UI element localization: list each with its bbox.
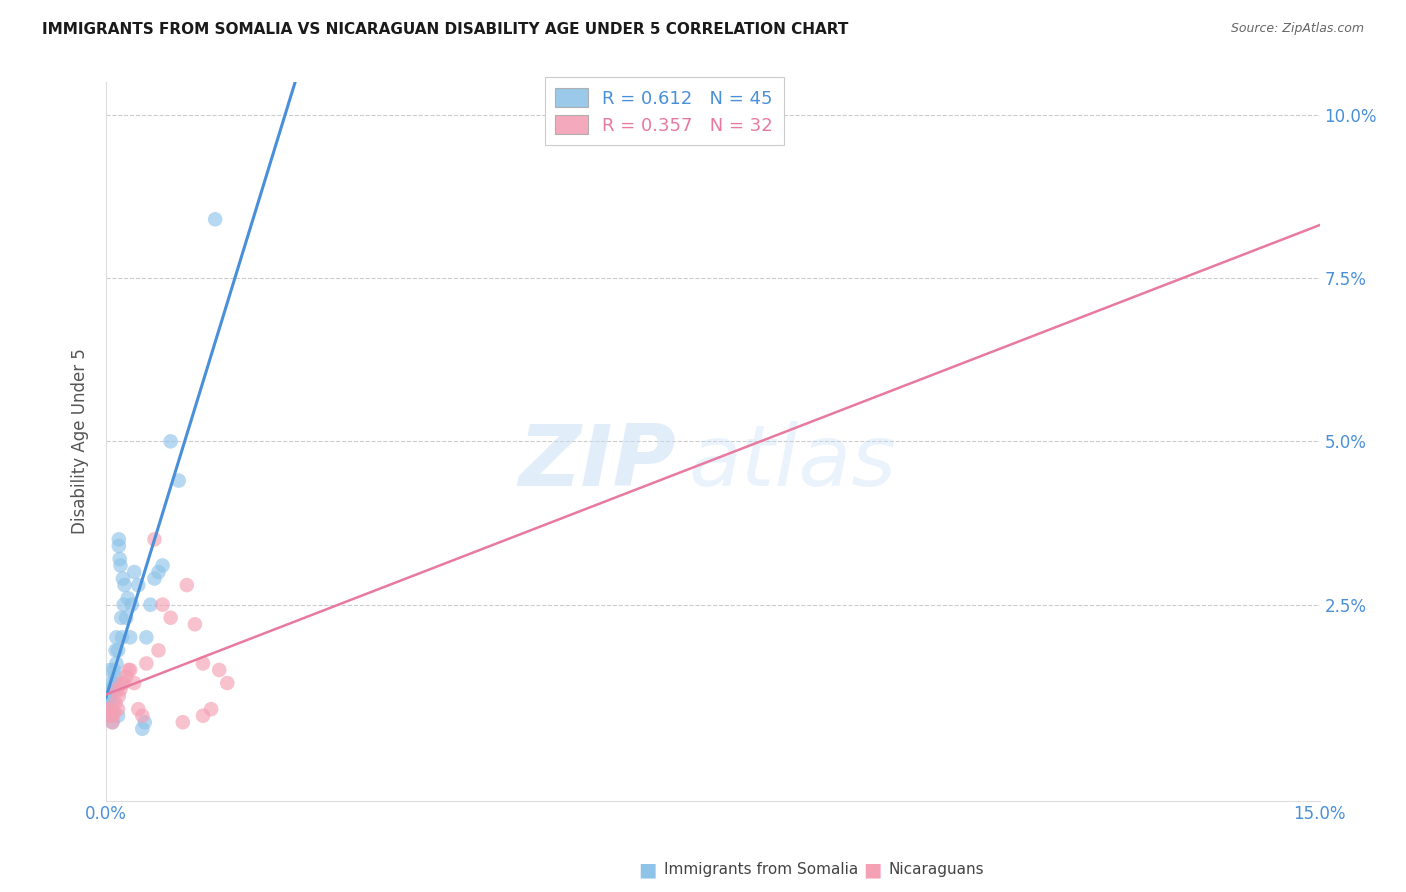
Point [111,676,134,690]
Point [152,558,174,573]
Point [121,598,143,612]
Point [105,630,128,644]
Point [103,706,125,720]
Point [100,676,122,690]
Point [104,643,127,657]
Point [148,643,170,657]
Point [200,702,222,716]
Point [100,706,122,720]
Y-axis label: Disability Age Under 5: Disability Age Under 5 [72,349,89,534]
Point [112,598,135,612]
Point [104,696,127,710]
Point [110,558,132,573]
Point [127,702,149,716]
Point [108,552,131,566]
Point [117,663,139,677]
Point [134,715,156,730]
Point [176,578,198,592]
Point [98,689,121,703]
Point [108,689,131,703]
Point [98,708,121,723]
Point [107,643,129,657]
Point [114,578,136,592]
Point [159,611,181,625]
Point [122,676,145,690]
Point [111,572,134,586]
Point [115,611,138,625]
Point [105,682,128,697]
Point [115,669,138,683]
Point [103,708,125,723]
Point [208,663,231,677]
Text: Nicaraguans: Nicaraguans [889,863,984,877]
Point [143,572,166,586]
Legend: R = 0.612   N = 45, R = 0.357   N = 32: R = 0.612 N = 45, R = 0.357 N = 32 [544,77,785,145]
Point [148,565,170,579]
Point [103,696,125,710]
Text: atlas: atlas [689,421,897,505]
Point [104,676,127,690]
Point [108,533,131,547]
Point [103,663,125,677]
Point [98,663,121,677]
Text: ■: ■ [638,860,657,880]
Point [103,682,125,697]
Point [127,578,149,592]
Point [111,630,134,644]
Point [105,657,128,671]
Point [204,212,226,227]
Point [108,539,131,553]
Text: IMMIGRANTS FROM SOMALIA VS NICARAGUAN DISABILITY AGE UNDER 5 CORRELATION CHART: IMMIGRANTS FROM SOMALIA VS NICARAGUAN DI… [42,22,849,37]
Point [110,682,132,697]
Point [107,708,129,723]
Point [143,533,166,547]
Point [120,663,142,677]
Text: Source: ZipAtlas.com: Source: ZipAtlas.com [1230,22,1364,36]
Point [100,702,122,716]
Point [117,591,139,606]
Point [110,611,132,625]
Point [172,715,194,730]
Point [101,715,124,730]
Text: ZIP: ZIP [519,421,676,505]
Point [100,682,122,697]
Point [105,682,128,697]
Point [135,657,157,671]
Text: ■: ■ [863,860,882,880]
Point [135,630,157,644]
Point [152,598,174,612]
Point [96,696,118,710]
Point [139,598,162,612]
Point [101,715,124,730]
Point [98,702,121,716]
Point [167,474,190,488]
Point [112,676,135,690]
Point [184,617,207,632]
Point [217,676,239,690]
Point [191,708,214,723]
Text: Immigrants from Somalia: Immigrants from Somalia [664,863,858,877]
Point [104,669,127,683]
Point [131,722,153,736]
Point [122,565,145,579]
Point [97,708,120,723]
Point [191,657,214,671]
Point [107,702,129,716]
Point [120,630,142,644]
Point [131,708,153,723]
Point [159,434,181,449]
Point [97,702,120,716]
